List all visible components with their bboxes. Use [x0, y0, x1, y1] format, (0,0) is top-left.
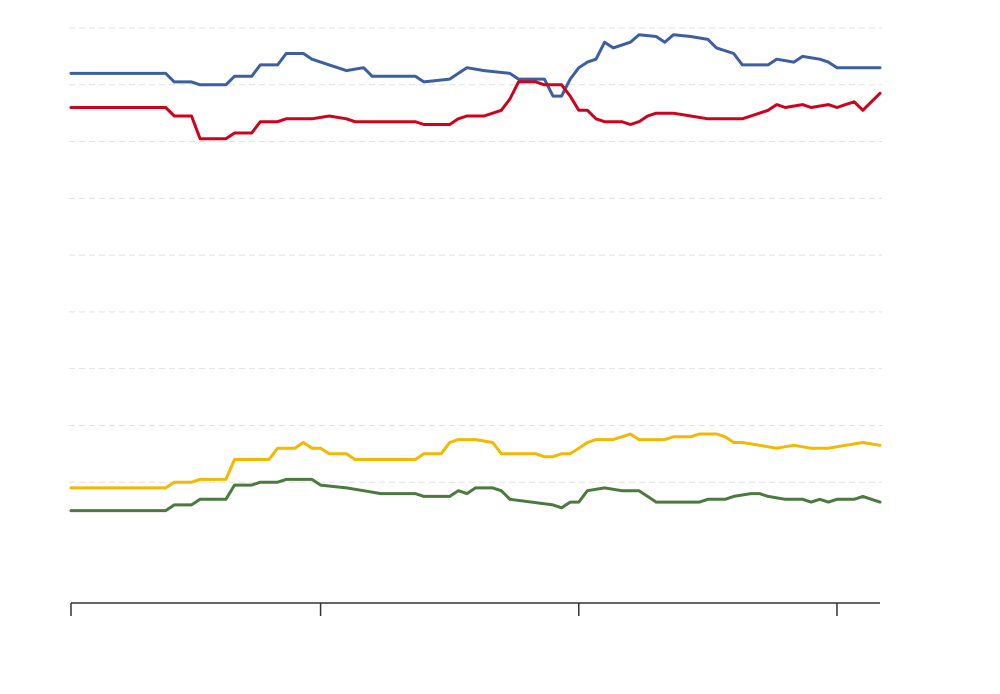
series-line-2 [69, 80, 882, 141]
x-axis [70, 602, 880, 616]
series-line-3 [69, 432, 882, 490]
series-line-1 [69, 33, 882, 98]
series-line-4 [69, 477, 882, 513]
series-lines [69, 33, 882, 513]
grid [69, 27, 882, 483]
